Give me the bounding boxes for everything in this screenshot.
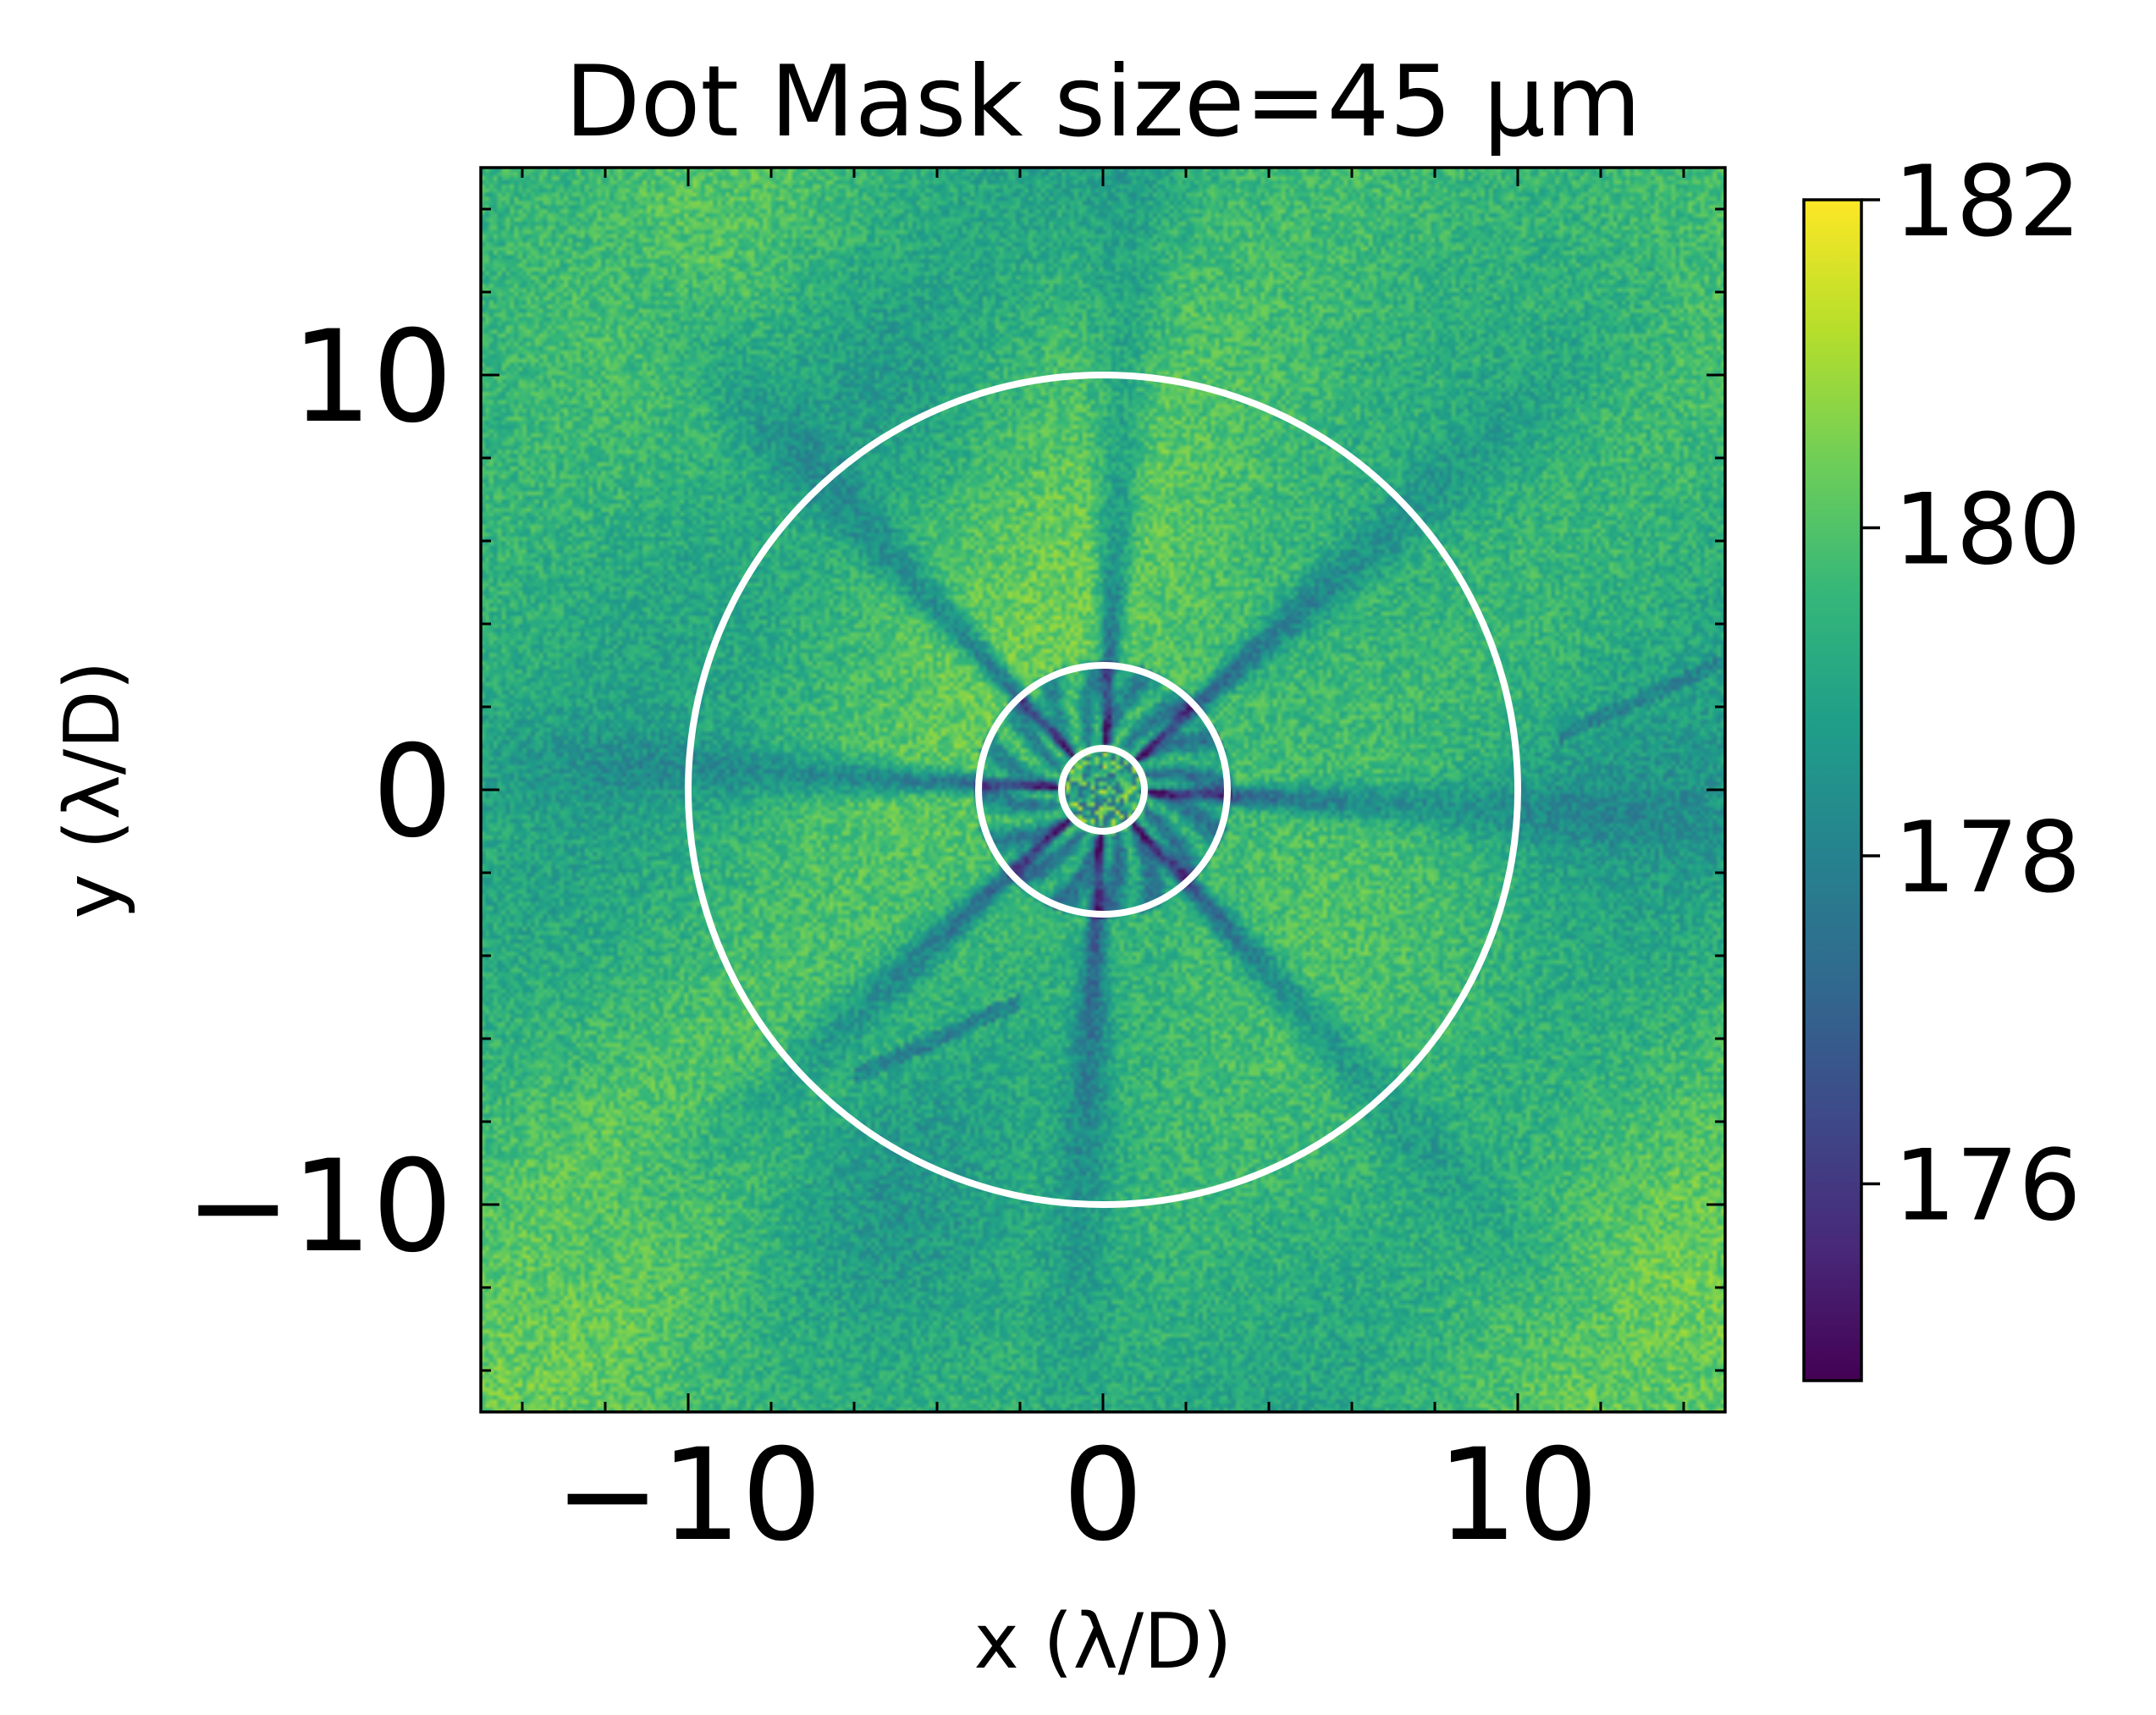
y-axis-label: y (λ/D) xyxy=(48,661,137,919)
colorbar-gradient xyxy=(1804,200,1861,1381)
colorbar-ticks: 176 178 180 182 xyxy=(1861,145,2081,1244)
x-tick-label: 10 xyxy=(1437,1422,1599,1569)
heatmap-image xyxy=(481,168,1725,1412)
chart-title: Dot Mask size=45 μm xyxy=(565,45,1641,159)
colorbar-frame xyxy=(1802,198,1863,1382)
x-tick-labels: −10 0 10 xyxy=(554,1422,1599,1569)
heatmap-raster xyxy=(481,168,1725,1412)
colorbar-tick-label: 176 xyxy=(1894,1129,2081,1244)
colorbar-tick-label: 178 xyxy=(1894,801,2081,915)
x-axis-label: x (λ/D) xyxy=(974,1597,1232,1686)
overlay-circle xyxy=(1058,745,1148,835)
plot-area: −10 0 10 −10 0 10 xyxy=(185,166,1727,1569)
y-tick-label: −10 xyxy=(185,1133,453,1281)
overlay-circle xyxy=(685,372,1521,1208)
axis-ticks xyxy=(481,168,1725,1412)
overlay-circle xyxy=(975,662,1231,918)
colorbar-tick-label: 182 xyxy=(1894,145,2081,259)
x-tick-label: 0 xyxy=(1062,1422,1143,1569)
colorbar-tick-label: 180 xyxy=(1894,473,2081,587)
colorbar: 176 178 180 182 xyxy=(1802,145,2081,1382)
y-tick-label: 10 xyxy=(291,304,453,451)
y-tick-labels: −10 0 10 xyxy=(185,304,453,1281)
overlay-circles xyxy=(685,372,1521,1208)
x-tick-label: −10 xyxy=(554,1422,823,1569)
y-tick-label: 0 xyxy=(372,719,453,866)
